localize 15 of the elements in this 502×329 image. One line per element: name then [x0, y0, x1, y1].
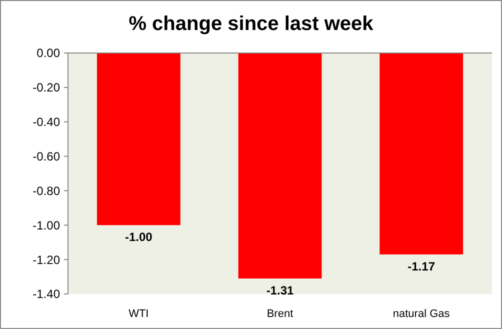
- x-tick-label: natural Gas: [392, 308, 450, 320]
- data-label: -1.00: [124, 230, 153, 244]
- y-tick-label: -0.40: [32, 115, 60, 130]
- chart-title: % change since last week: [128, 13, 374, 35]
- y-tick-label: -0.20: [32, 80, 60, 95]
- data-label: -1.31: [266, 284, 294, 298]
- y-tick-label: -0.80: [32, 184, 60, 198]
- data-label: -1.17: [408, 259, 436, 274]
- y-tick-label: 0.00: [36, 46, 60, 60]
- y-tick-label: -1.20: [32, 252, 60, 267]
- x-tick-label: Brent: [266, 308, 294, 320]
- y-tick-label: -1.00: [32, 218, 60, 232]
- x-tick-label: WTI: [128, 308, 149, 320]
- y-tick-label: -1.40: [32, 287, 60, 302]
- y-tick-label: -0.60: [32, 149, 60, 164]
